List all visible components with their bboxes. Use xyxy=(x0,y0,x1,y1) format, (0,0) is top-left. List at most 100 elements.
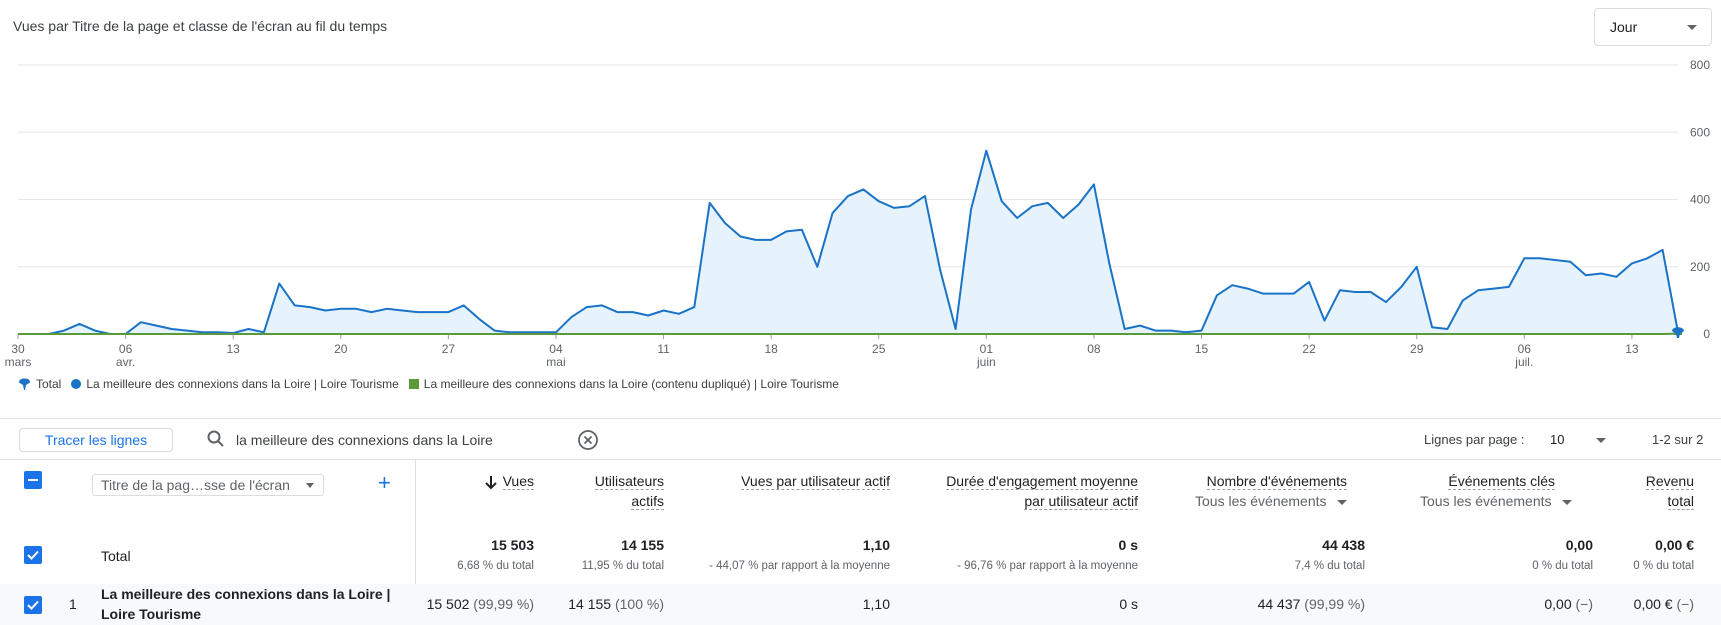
y-tick-label: 800 xyxy=(1690,58,1710,72)
key-events-filter-value: Tous les événements xyxy=(1420,493,1552,509)
x-tick-label: 06 xyxy=(1518,342,1532,356)
row-events-pct: (99,99 %) xyxy=(1304,596,1365,612)
row-page-title[interactable]: La meilleure des connexions dans la Loir… xyxy=(101,584,401,624)
total-engagement-sub: - 96,76 % par rapport à la moyenne xyxy=(957,560,1138,572)
total-row-label: Total xyxy=(101,548,131,564)
key-events-filter-select[interactable]: Tous les événements xyxy=(1420,493,1572,509)
row-views-per-user: 1,10 xyxy=(862,596,890,612)
search-input[interactable] xyxy=(236,428,566,452)
row-page-title-line-1: La meilleure des connexions dans la Loir… xyxy=(101,586,391,602)
add-dimension-icon[interactable]: + xyxy=(378,470,391,495)
legend-item-series-1[interactable]: La meilleure des connexions dans la Loir… xyxy=(71,377,399,391)
x-tick-label: 30 xyxy=(11,342,25,356)
row-key-events-value: 0,00 xyxy=(1544,596,1572,612)
x-tick-label: 11 xyxy=(657,342,670,356)
total-vues: 15 503 xyxy=(491,537,534,553)
x-tick-label: 01 xyxy=(980,342,994,356)
row-revenue-value: 0,00 € xyxy=(1633,596,1673,612)
x-tick-label: 25 xyxy=(872,342,886,356)
total-users: 14 155 xyxy=(621,537,664,553)
rows-per-page-label: Lignes par page : xyxy=(1424,432,1525,447)
column-label: Nombre d'événements xyxy=(1206,473,1347,490)
column-header-engagement[interactable]: Durée d'engagement moyenne par utilisate… xyxy=(900,471,1138,511)
column-header-events[interactable]: Nombre d'événements xyxy=(1150,471,1347,491)
column-label: par utilisateur actif xyxy=(1024,493,1138,510)
row-checkbox[interactable] xyxy=(24,596,42,614)
select-all-checkbox[interactable] xyxy=(24,471,42,489)
chevron-down-icon xyxy=(1561,499,1572,505)
x-tick-label: 08 xyxy=(1087,342,1101,356)
row-vues-value: 15 502 xyxy=(426,596,470,612)
search-icon xyxy=(207,430,224,447)
events-filter-select[interactable]: Tous les événements xyxy=(1195,493,1347,509)
total-end-marker xyxy=(1672,327,1684,338)
y-tick-label: 200 xyxy=(1690,260,1710,274)
column-header-revenue[interactable]: Revenu total xyxy=(1600,471,1694,511)
x-tick-sublabel: avr. xyxy=(116,355,135,369)
plot-rows-button[interactable]: Tracer les lignes xyxy=(19,428,173,452)
chevron-down-icon[interactable] xyxy=(1596,438,1606,443)
chart-title: Vues par Titre de la page et classe de l… xyxy=(13,18,388,34)
total-revenue: 0,00 € xyxy=(1655,537,1694,553)
column-label: total xyxy=(1667,493,1694,510)
clear-search-icon[interactable] xyxy=(577,429,599,451)
circle-icon xyxy=(71,379,82,389)
column-label: actifs xyxy=(631,493,664,510)
sort-descending-icon[interactable] xyxy=(484,474,498,490)
row-engagement: 0 s xyxy=(1119,596,1138,612)
x-tick-label: 04 xyxy=(549,342,563,356)
x-tick-label: 13 xyxy=(1625,342,1639,356)
column-header-views-per-user[interactable]: Vues par utilisateur actif xyxy=(680,471,890,491)
granularity-select[interactable]: Jour xyxy=(1594,8,1712,46)
checkmark-icon xyxy=(27,600,39,610)
legend-label-series-2: La meilleure des connexions dans la Loir… xyxy=(423,377,839,391)
series-1-line xyxy=(18,149,1679,335)
legend-item-total[interactable]: Total xyxy=(18,377,61,391)
chevron-down-icon xyxy=(1687,25,1697,30)
row-revenue-pct: (−) xyxy=(1676,596,1695,612)
divider xyxy=(0,418,1721,419)
legend-label-total: Total xyxy=(36,377,62,391)
square-icon xyxy=(408,379,419,389)
column-header-key-events[interactable]: Événements clés xyxy=(1400,471,1555,491)
total-views-per-user-sub: - 44,07 % par rapport à la moyenne xyxy=(709,560,890,572)
row-vues: 15 502 (99,99 %) xyxy=(400,596,534,612)
row-users-value: 14 155 xyxy=(568,596,612,612)
total-engagement: 0 s xyxy=(1118,537,1138,553)
row-users-pct: (100 %) xyxy=(614,596,664,612)
column-label: Revenu xyxy=(1645,473,1694,490)
chart-legend: Total La meilleure des connexions dans l… xyxy=(18,377,843,391)
row-vues-pct: (99,99 %) xyxy=(473,596,534,612)
table-row[interactable] xyxy=(0,584,1721,625)
total-row-checkbox[interactable] xyxy=(24,546,42,564)
total-vues-sub: 6,68 % du total xyxy=(457,560,534,572)
granularity-value: Jour xyxy=(1610,19,1638,35)
rows-per-page-select[interactable]: 10 xyxy=(1550,432,1565,447)
chevron-down-icon xyxy=(1336,499,1347,505)
x-tick-label: 18 xyxy=(764,342,778,356)
x-tick-sublabel: juin xyxy=(976,355,996,369)
column-label: Vues xyxy=(502,473,534,490)
dimension-select-value: Titre de la pag…sse de l'écran xyxy=(101,477,290,493)
x-tick-label: 20 xyxy=(334,342,348,356)
column-header-users[interactable]: Utilisateurs actifs xyxy=(540,471,664,511)
x-tick-label: 27 xyxy=(442,342,456,356)
x-tick-sublabel: juil. xyxy=(1514,355,1533,369)
divider xyxy=(0,459,1721,460)
row-key-events: 0,00 (−) xyxy=(1400,596,1593,612)
series-1-area xyxy=(18,150,1678,334)
chevron-down-icon xyxy=(306,483,314,488)
total-key-events: 0,00 xyxy=(1565,537,1593,553)
legend-item-series-2[interactable]: La meilleure des connexions dans la Loir… xyxy=(408,377,839,391)
total-pin-icon xyxy=(19,378,30,390)
row-events-value: 44 437 xyxy=(1257,596,1301,612)
dimension-select[interactable]: Titre de la pag…sse de l'écran xyxy=(92,474,324,496)
row-index: 1 xyxy=(69,596,77,612)
row-revenue: 0,00 € (−) xyxy=(1600,596,1694,612)
column-header-vues[interactable]: Vues xyxy=(480,471,534,491)
events-filter-value: Tous les événements xyxy=(1195,493,1327,509)
legend-label-series-1: La meilleure des connexions dans la Loir… xyxy=(86,377,399,391)
row-events: 44 437 (99,99 %) xyxy=(1150,596,1365,612)
y-tick-label: 0 xyxy=(1703,327,1710,341)
